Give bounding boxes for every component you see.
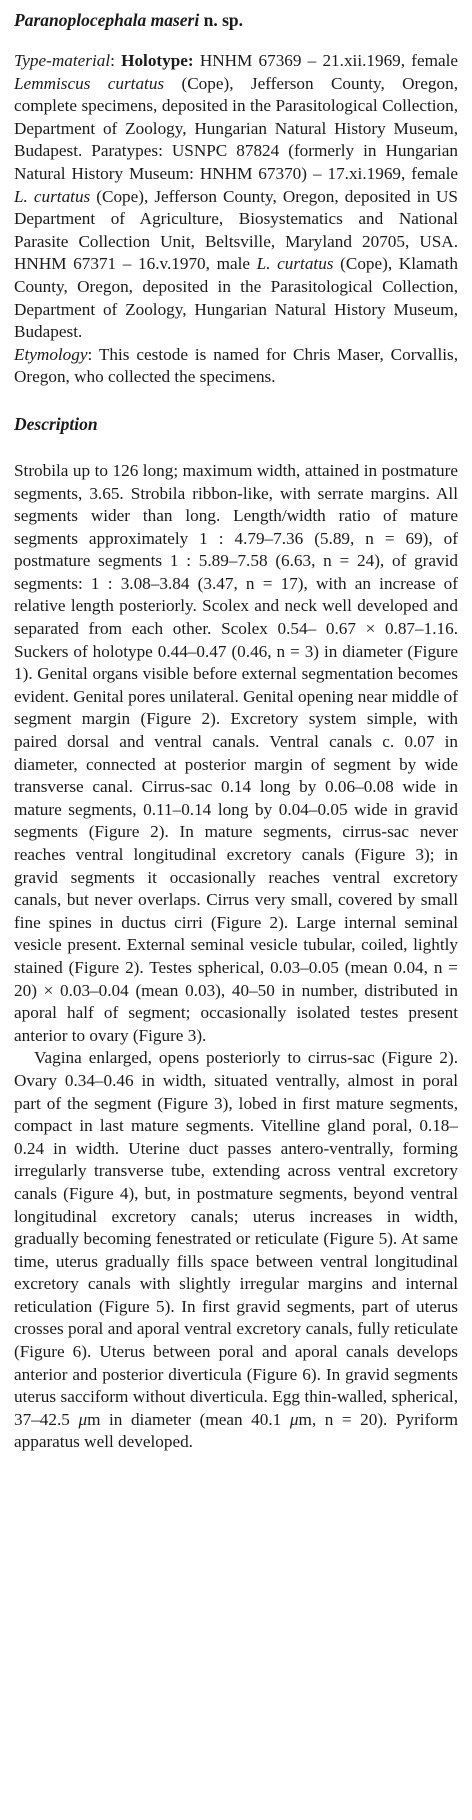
type-material-paragraph: Type-material: Holotype: HNHM 67369 – 21… <box>14 50 458 344</box>
etymology-colon: : <box>87 344 99 364</box>
type-material-text-4: (Cope), Klamath County, Oregon, deposite… <box>14 254 458 342</box>
new-species-marker: n. sp. <box>199 10 243 30</box>
etymology-text: This cestode is named for Chris Maser, C… <box>14 344 458 387</box>
type-material-colon: : <box>110 51 122 70</box>
description-paragraph-1: Strobila up to 126 long; maximum width, … <box>14 460 458 1045</box>
host-name-2: L. curtatus <box>14 186 91 206</box>
type-material-text-2: (Cope), Jefferson County, Oregon, comple… <box>14 73 458 183</box>
description-p2-text-1: Vagina enlarged, opens posteriorly to ci… <box>14 1048 458 1429</box>
description-heading: Description <box>14 413 98 434</box>
description-p2-text-3: m, n = 20). Pyriform apparatus well deve… <box>14 1409 458 1452</box>
micro-symbol-2: μ <box>289 1409 299 1429</box>
type-material-text-1: HNHM 67369 – 21.xii.1969, female <box>193 51 458 70</box>
type-material-text-3: (Cope), Jefferson County, Oregon, deposi… <box>14 186 458 274</box>
type-material-label: Type-material <box>14 51 111 70</box>
etymology-paragraph: Etymology: This cestode is named for Chr… <box>14 344 458 389</box>
host-name-1: Lemmiscus curtatus <box>14 73 165 93</box>
micro-symbol-1: μ <box>78 1409 88 1429</box>
host-name-3: L. curtatus <box>256 254 334 274</box>
species-title: Paranoplocephala maseri n. sp. <box>14 9 458 32</box>
etymology-label: Etymology <box>14 344 88 364</box>
description-p2-text-2: m in diameter (mean 40.1 <box>87 1409 290 1429</box>
description-paragraph-2: Vagina enlarged, opens posteriorly to ci… <box>14 1047 458 1454</box>
species-name: Paranoplocephala maseri <box>14 10 200 30</box>
holotype-label: Holotype: <box>121 51 194 70</box>
